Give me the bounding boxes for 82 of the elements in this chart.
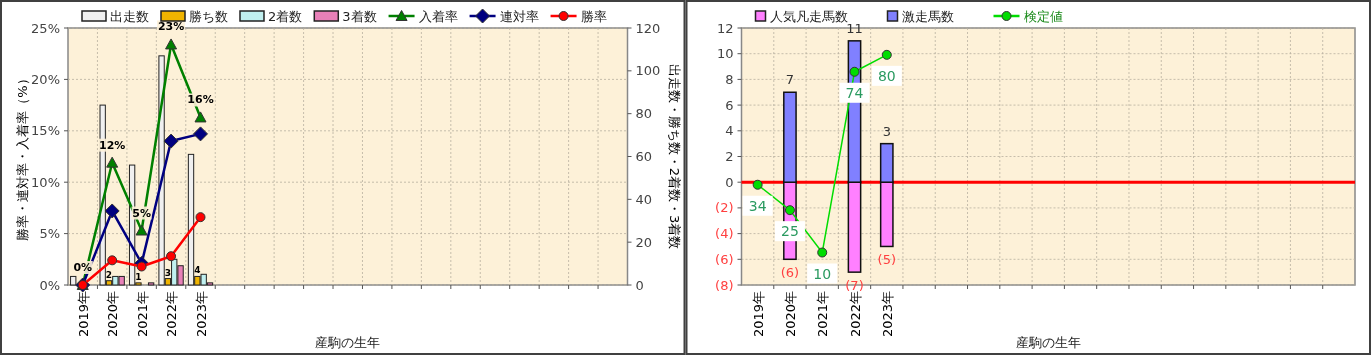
point [163,133,179,149]
data-label: 80 [877,67,896,84]
legend-label: 人気凡走馬数 [769,9,848,24]
y-tick-label: 12 [716,20,734,36]
point [817,247,828,258]
data-label: 23% [157,20,185,34]
point [135,224,148,236]
legend-label: 連対率 [499,9,539,24]
point [136,261,147,272]
y-tick-label: 0% [39,277,60,293]
legend-label: 勝率 [580,9,607,24]
data-label: 34 [748,197,767,214]
x-tick-label: 2020年 [105,291,121,338]
x-axis-title: 産駒の生年 [315,335,381,350]
x-axis-title: 産駒の生年 [1015,335,1081,350]
legend-label: 入着率 [418,9,458,24]
legend-label: 2着数 [268,9,303,24]
data-label: 0% [73,261,93,274]
data-label: 11 [846,20,863,36]
data-label: 2 [105,269,113,280]
y2-tick-label: 20 [635,234,653,250]
y-tick-label: 15% [31,123,60,139]
data-label: 12% [99,138,126,152]
point [849,66,860,77]
y-axis-title: 勝率・連対率・入着率（%） [15,72,30,241]
x-tick-label: 2020年 [782,291,798,338]
y-tick-label: 5% [39,226,60,242]
y2-axis-title: 出走数・勝ち数・2着数・3着数 [666,63,682,250]
y2-tick-label: 100 [635,63,661,79]
y-tick-label: (8) [715,277,734,293]
x-tick-label: 2023年 [193,291,209,338]
y2-tick-label: 120 [635,20,661,36]
y-tick-label: 4 [725,123,734,139]
point [784,205,795,216]
x-tick-label: 2021年 [134,291,150,338]
point [107,255,118,266]
point [195,212,206,223]
legend-label: 出走数 [110,9,149,24]
data-label: 74 [845,84,864,101]
y-tick-label: 0 [725,174,734,190]
x-tick-label: 2022年 [164,291,180,338]
data-label: 25 [781,223,799,240]
point [752,179,763,190]
y-tick-label: (2) [715,200,734,216]
y-tick-label: 10% [31,174,60,190]
legend-label: 激走馬数 [901,9,954,24]
data-label: (6) [780,265,800,281]
y2-tick-label: 60 [635,149,653,164]
x-tick-label: 2019年 [750,291,766,338]
data-label: 5% [132,206,151,220]
data-label: 4 [194,265,201,276]
y2-tick-label: 80 [635,106,653,122]
data-label: 3 [882,123,891,139]
y-tick-label: 25% [31,20,60,36]
y-tick-label: 20% [31,71,60,87]
point [165,38,178,50]
point [104,203,120,219]
y-tick-label: (6) [715,251,734,267]
y-tick-label: 2 [725,149,734,164]
point [166,251,177,262]
legend-label: 勝ち数 [189,9,228,24]
x-tick-label: 2023年 [879,291,895,338]
data-label: (5) [877,252,897,268]
legend-label: 検定値 [1023,9,1063,24]
y-tick-label: (4) [715,226,734,242]
point [106,156,119,168]
y2-tick-label: 0 [635,277,644,293]
x-tick-label: 2019年 [75,291,91,338]
point [194,111,207,123]
data-label: 7 [785,72,795,88]
y-tick-label: 6 [725,97,734,113]
data-label: 16% [187,93,214,107]
point [881,49,892,60]
y-tick-label: 8 [725,71,734,87]
data-label: 3 [164,267,172,278]
x-tick-label: 2021年 [815,291,831,338]
legend-label: 3着数 [342,9,377,24]
y2-tick-label: 40 [635,191,653,207]
point [193,126,209,142]
data-label: 10 [813,265,832,282]
y-tick-label: 10 [716,46,734,62]
data-label: 1 [135,271,142,282]
